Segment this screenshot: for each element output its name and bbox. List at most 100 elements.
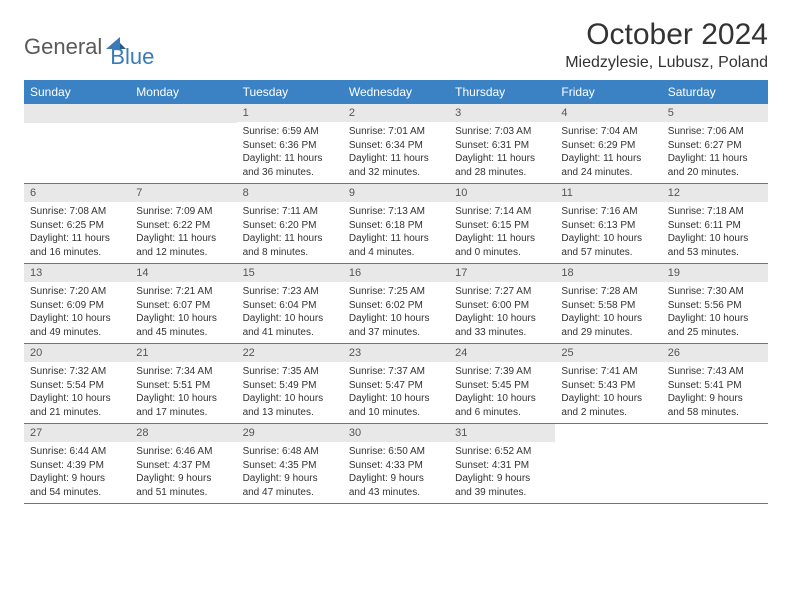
day-number: 19	[662, 264, 768, 282]
day-sr: Sunrise: 7:34 AM	[136, 365, 230, 379]
day-d2: and 49 minutes.	[30, 326, 124, 340]
day-number: 17	[449, 264, 555, 282]
day-header-row: SundayMondayTuesdayWednesdayThursdayFrid…	[24, 80, 768, 104]
day-info: Sunrise: 7:18 AMSunset: 6:11 PMDaylight:…	[662, 202, 768, 263]
day-ss: Sunset: 6:13 PM	[561, 219, 655, 233]
day-ss: Sunset: 6:07 PM	[136, 299, 230, 313]
day-info: Sunrise: 6:48 AMSunset: 4:35 PMDaylight:…	[237, 442, 343, 503]
empty-daynum	[24, 104, 130, 123]
day-number: 24	[449, 344, 555, 362]
day-d1: Daylight: 10 hours	[136, 312, 230, 326]
day-cell: 20Sunrise: 7:32 AMSunset: 5:54 PMDayligh…	[24, 344, 130, 423]
day-cell: 31Sunrise: 6:52 AMSunset: 4:31 PMDayligh…	[449, 424, 555, 503]
day-number: 2	[343, 104, 449, 122]
day-number: 1	[237, 104, 343, 122]
day-sr: Sunrise: 6:52 AM	[455, 445, 549, 459]
day-sr: Sunrise: 7:23 AM	[243, 285, 337, 299]
day-ss: Sunset: 5:41 PM	[668, 379, 762, 393]
day-info: Sunrise: 7:16 AMSunset: 6:13 PMDaylight:…	[555, 202, 661, 263]
day-cell: 19Sunrise: 7:30 AMSunset: 5:56 PMDayligh…	[662, 264, 768, 343]
logo-text-general: General	[24, 34, 102, 60]
day-ss: Sunset: 4:33 PM	[349, 459, 443, 473]
day-info: Sunrise: 7:35 AMSunset: 5:49 PMDaylight:…	[237, 362, 343, 423]
day-sr: Sunrise: 7:41 AM	[561, 365, 655, 379]
day-d1: Daylight: 9 hours	[136, 472, 230, 486]
day-d2: and 20 minutes.	[668, 166, 762, 180]
day-d1: Daylight: 9 hours	[668, 392, 762, 406]
day-info: Sunrise: 7:39 AMSunset: 5:45 PMDaylight:…	[449, 362, 555, 423]
day-cell: 6Sunrise: 7:08 AMSunset: 6:25 PMDaylight…	[24, 184, 130, 263]
day-d2: and 16 minutes.	[30, 246, 124, 260]
day-cell: 13Sunrise: 7:20 AMSunset: 6:09 PMDayligh…	[24, 264, 130, 343]
day-info: Sunrise: 7:43 AMSunset: 5:41 PMDaylight:…	[662, 362, 768, 423]
day-d1: Daylight: 11 hours	[349, 152, 443, 166]
day-cell: 18Sunrise: 7:28 AMSunset: 5:58 PMDayligh…	[555, 264, 661, 343]
day-number: 10	[449, 184, 555, 202]
day-ss: Sunset: 4:37 PM	[136, 459, 230, 473]
day-sr: Sunrise: 7:01 AM	[349, 125, 443, 139]
day-info: Sunrise: 6:44 AMSunset: 4:39 PMDaylight:…	[24, 442, 130, 503]
day-number: 14	[130, 264, 236, 282]
day-sr: Sunrise: 7:08 AM	[30, 205, 124, 219]
logo-text-blue: Blue	[110, 44, 154, 70]
empty-cell	[24, 104, 130, 183]
week-row: 6Sunrise: 7:08 AMSunset: 6:25 PMDaylight…	[24, 184, 768, 264]
day-d1: Daylight: 11 hours	[243, 152, 337, 166]
day-info: Sunrise: 6:59 AMSunset: 6:36 PMDaylight:…	[237, 122, 343, 183]
day-sr: Sunrise: 7:28 AM	[561, 285, 655, 299]
day-d1: Daylight: 10 hours	[668, 232, 762, 246]
day-number: 31	[449, 424, 555, 442]
day-cell: 16Sunrise: 7:25 AMSunset: 6:02 PMDayligh…	[343, 264, 449, 343]
day-number: 26	[662, 344, 768, 362]
day-d1: Daylight: 10 hours	[243, 312, 337, 326]
day-ss: Sunset: 6:36 PM	[243, 139, 337, 153]
day-sr: Sunrise: 7:11 AM	[243, 205, 337, 219]
day-ss: Sunset: 5:54 PM	[30, 379, 124, 393]
day-header-cell: Saturday	[662, 80, 768, 104]
day-ss: Sunset: 5:45 PM	[455, 379, 549, 393]
day-cell: 7Sunrise: 7:09 AMSunset: 6:22 PMDaylight…	[130, 184, 236, 263]
empty-cell	[555, 424, 661, 503]
day-info: Sunrise: 7:13 AMSunset: 6:18 PMDaylight:…	[343, 202, 449, 263]
day-sr: Sunrise: 7:20 AM	[30, 285, 124, 299]
page-title: October 2024	[565, 18, 768, 52]
day-info: Sunrise: 7:03 AMSunset: 6:31 PMDaylight:…	[449, 122, 555, 183]
day-d2: and 58 minutes.	[668, 406, 762, 420]
day-d2: and 39 minutes.	[455, 486, 549, 500]
day-d2: and 13 minutes.	[243, 406, 337, 420]
day-number: 15	[237, 264, 343, 282]
location-text: Miedzylesie, Lubusz, Poland	[565, 54, 768, 72]
day-info: Sunrise: 7:32 AMSunset: 5:54 PMDaylight:…	[24, 362, 130, 423]
day-cell: 26Sunrise: 7:43 AMSunset: 5:41 PMDayligh…	[662, 344, 768, 423]
title-block: October 2024 Miedzylesie, Lubusz, Poland	[565, 18, 768, 72]
day-header-cell: Tuesday	[237, 80, 343, 104]
day-d1: Daylight: 10 hours	[668, 312, 762, 326]
day-cell: 22Sunrise: 7:35 AMSunset: 5:49 PMDayligh…	[237, 344, 343, 423]
day-sr: Sunrise: 7:16 AM	[561, 205, 655, 219]
day-header-cell: Friday	[555, 80, 661, 104]
day-header-cell: Sunday	[24, 80, 130, 104]
day-sr: Sunrise: 6:48 AM	[243, 445, 337, 459]
day-d2: and 45 minutes.	[136, 326, 230, 340]
empty-cell	[130, 104, 236, 183]
day-info: Sunrise: 6:52 AMSunset: 4:31 PMDaylight:…	[449, 442, 555, 503]
day-d2: and 53 minutes.	[668, 246, 762, 260]
day-sr: Sunrise: 7:37 AM	[349, 365, 443, 379]
day-ss: Sunset: 6:02 PM	[349, 299, 443, 313]
logo: General Blue	[24, 24, 154, 70]
day-info: Sunrise: 7:06 AMSunset: 6:27 PMDaylight:…	[662, 122, 768, 183]
day-d2: and 29 minutes.	[561, 326, 655, 340]
day-number: 12	[662, 184, 768, 202]
day-ss: Sunset: 6:04 PM	[243, 299, 337, 313]
day-info: Sunrise: 7:23 AMSunset: 6:04 PMDaylight:…	[237, 282, 343, 343]
day-number: 20	[24, 344, 130, 362]
day-info: Sunrise: 7:20 AMSunset: 6:09 PMDaylight:…	[24, 282, 130, 343]
day-number: 18	[555, 264, 661, 282]
day-number: 9	[343, 184, 449, 202]
day-d1: Daylight: 9 hours	[455, 472, 549, 486]
day-info: Sunrise: 7:04 AMSunset: 6:29 PMDaylight:…	[555, 122, 661, 183]
day-d2: and 36 minutes.	[243, 166, 337, 180]
day-info: Sunrise: 7:25 AMSunset: 6:02 PMDaylight:…	[343, 282, 449, 343]
day-cell: 21Sunrise: 7:34 AMSunset: 5:51 PMDayligh…	[130, 344, 236, 423]
day-d1: Daylight: 10 hours	[561, 312, 655, 326]
